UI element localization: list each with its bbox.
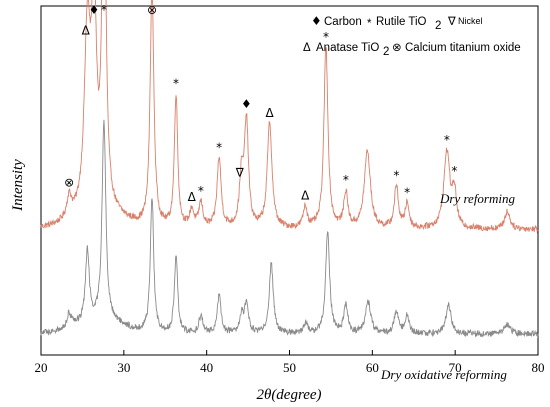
x-tick-label: 50 bbox=[283, 360, 296, 375]
x-tick-label: 60 bbox=[366, 360, 379, 375]
peak-marker: ♦ bbox=[241, 97, 252, 111]
x-axis-title-text: 2θ(degree) bbox=[256, 387, 321, 403]
x-axis-title-main: 2θ bbox=[256, 387, 272, 403]
peak-marker: ∇ bbox=[235, 165, 245, 179]
peak-marker: * bbox=[444, 133, 450, 147]
x-axis-ticks: 20 30 40 50 60 70 80 bbox=[35, 350, 545, 375]
legend-carbon-symbol: ♦ bbox=[311, 14, 322, 28]
y-axis-title: Intensity bbox=[10, 159, 26, 212]
series-lines bbox=[40, 0, 539, 339]
peak-markers: ⊗Δ♦ * ⊗*Δ **∇♦ΔΔ** **** bbox=[64, 3, 457, 204]
peak-marker: ♦ bbox=[89, 3, 100, 17]
peak-marker: * bbox=[451, 164, 457, 178]
legend-line-2: Δ Anatase TiO 2 ⊗ Calcium titanium oxide bbox=[303, 42, 521, 58]
peak-marker: * bbox=[343, 173, 349, 187]
x-axis-title: 2θ(degree) bbox=[256, 387, 321, 403]
peak-marker: ⊗ bbox=[147, 3, 157, 17]
legend-anatase-label: Anatase TiO bbox=[316, 42, 379, 54]
peak-marker: * bbox=[404, 185, 410, 199]
peak-marker: Δ bbox=[301, 188, 310, 202]
legend-rutile-symbol: * bbox=[367, 18, 372, 30]
peak-marker: Δ bbox=[82, 24, 91, 38]
legend-calcium-label: Calcium titanium oxide bbox=[405, 42, 521, 54]
x-tick-label: 40 bbox=[200, 360, 213, 375]
series-line-dry-reforming bbox=[40, 0, 539, 234]
x-tick-label: 30 bbox=[117, 360, 130, 375]
plot-frame bbox=[40, 5, 539, 356]
legend-anatase-subscript: 2 bbox=[383, 46, 389, 58]
x-tick-label: 20 bbox=[35, 360, 48, 375]
x-tick-label: 70 bbox=[449, 360, 462, 375]
x-axis-title-unit: (degree) bbox=[271, 387, 321, 403]
legend-line-1: ♦ Carbon * Rutile TiO 2 ∇ Nickel bbox=[311, 14, 483, 32]
peak-marker: * bbox=[101, 3, 107, 17]
legend-calcium-symbol: ⊗ bbox=[392, 42, 402, 54]
legend-nickel-symbol: ∇ bbox=[447, 16, 456, 28]
series-label-dry-oxidative-reforming: Dry oxidative reforming bbox=[380, 367, 507, 382]
peak-marker: * bbox=[323, 30, 329, 44]
legend-anatase-symbol: Δ bbox=[303, 42, 311, 54]
peak-marker: Δ bbox=[266, 106, 275, 120]
legend-nickel-label: Nickel bbox=[458, 16, 483, 26]
peak-marker: * bbox=[198, 184, 204, 198]
series-label-dry-reforming: Dry reforming bbox=[439, 191, 515, 206]
peak-marker: * bbox=[393, 168, 399, 182]
peak-marker: Δ bbox=[188, 190, 197, 204]
legend-carbon-label: Carbon bbox=[324, 16, 362, 28]
peak-marker: * bbox=[216, 140, 222, 154]
peak-marker: ⊗ bbox=[64, 175, 74, 189]
peak-marker: * bbox=[173, 77, 179, 91]
series-line-dry-oxidative-reforming bbox=[40, 119, 539, 339]
legend-rutile-subscript: 2 bbox=[435, 20, 441, 32]
legend-rutile-label: Rutile TiO bbox=[376, 16, 427, 28]
x-tick-label: 80 bbox=[532, 360, 545, 375]
